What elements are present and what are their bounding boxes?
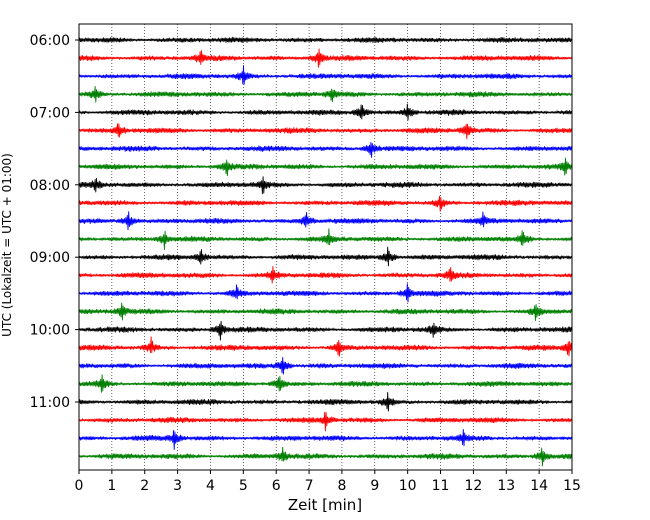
x-tick-label: 8 bbox=[337, 478, 346, 494]
x-tick-label: 7 bbox=[305, 478, 314, 494]
trace-0945 bbox=[78, 302, 573, 322]
trace-0730 bbox=[78, 141, 573, 158]
trace-1000 bbox=[78, 320, 573, 341]
trace-1100 bbox=[78, 391, 573, 412]
trace-0645 bbox=[78, 85, 573, 103]
trace-1145 bbox=[78, 446, 573, 467]
y-tick-label: 11:00 bbox=[30, 395, 70, 411]
trace-1045 bbox=[78, 374, 573, 393]
x-tick-label: 11 bbox=[432, 478, 450, 494]
y-tick-label: 06:00 bbox=[30, 33, 70, 49]
x-tick-label: 14 bbox=[530, 478, 548, 494]
y-axis-label: UTC (Lokalzeit = UTC + 01:00) bbox=[0, 153, 14, 337]
trace-0830 bbox=[78, 211, 573, 231]
trace-0615 bbox=[78, 48, 573, 68]
x-tick-label: 5 bbox=[239, 478, 248, 494]
grid-lines bbox=[111, 24, 540, 470]
trace-0630 bbox=[78, 64, 573, 85]
y-tick-label: 09:00 bbox=[30, 250, 70, 266]
trace-0900 bbox=[78, 246, 573, 267]
x-tick-label: 12 bbox=[464, 478, 482, 494]
trace-0745 bbox=[78, 157, 573, 177]
x-tick-label: 13 bbox=[497, 478, 515, 494]
x-tick-label: 9 bbox=[370, 478, 379, 494]
x-tick-label: 4 bbox=[206, 478, 215, 494]
seismogram-traces bbox=[78, 36, 573, 467]
x-tick-label: 1 bbox=[107, 478, 116, 494]
trace-0845 bbox=[78, 228, 573, 251]
y-tick-label: 07:00 bbox=[30, 105, 70, 121]
plot-frame bbox=[78, 23, 573, 471]
x-axis-label: Zeit [min] bbox=[288, 496, 362, 514]
trace-0915 bbox=[78, 265, 573, 284]
x-tick-label: 2 bbox=[140, 478, 149, 494]
y-axis-ticks: 06:00 07:00 08:00 09:00 10:00 11:00 bbox=[30, 33, 79, 411]
trace-1015 bbox=[78, 336, 573, 357]
x-axis-ticks: 0 1 2 3 4 5 6 7 8 9 10 11 12 13 14 15 bbox=[75, 470, 581, 494]
y-tick-label: 10:00 bbox=[30, 323, 70, 339]
trace-0815 bbox=[78, 195, 573, 212]
trace-0600 bbox=[78, 36, 573, 44]
trace-1115 bbox=[78, 411, 573, 432]
x-tick-label: 15 bbox=[563, 478, 581, 494]
trace-1130 bbox=[78, 428, 573, 451]
trace-0800 bbox=[78, 176, 573, 195]
x-tick-label: 10 bbox=[399, 478, 417, 494]
x-tick-label: 3 bbox=[173, 478, 182, 494]
x-tick-label: 6 bbox=[272, 478, 281, 494]
trace-0930 bbox=[78, 283, 573, 303]
trace-1030 bbox=[78, 357, 573, 375]
y-tick-label: 08:00 bbox=[30, 178, 70, 194]
trace-0715 bbox=[78, 123, 573, 140]
trace-0700 bbox=[78, 103, 573, 121]
x-tick-label: 0 bbox=[75, 478, 84, 494]
